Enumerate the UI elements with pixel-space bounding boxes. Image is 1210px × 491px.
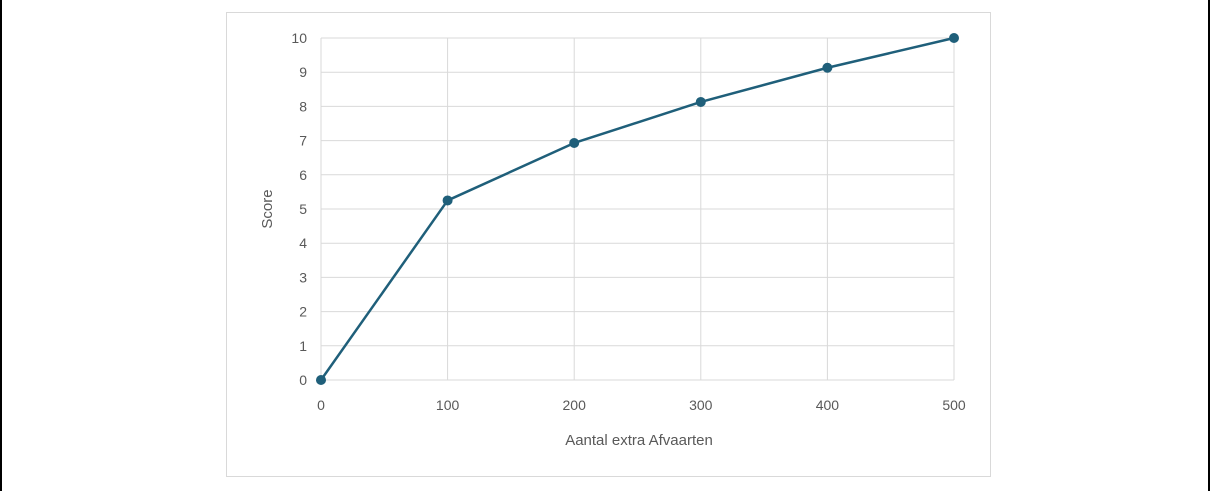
x-tick-label: 400 [816,397,840,413]
y-tick-label: 4 [299,235,307,251]
y-tick-labels: 0 1 2 3 4 5 6 7 8 9 10 [291,30,307,388]
y-tick-label: 10 [291,30,307,46]
y-tick-label: 6 [299,167,307,183]
y-tick-label: 5 [299,201,307,217]
x-axis-title: Aantal extra Afvaarten [565,432,713,449]
y-axis-title: Score [259,189,276,228]
y-tick-label: 8 [299,98,307,114]
data-point [822,62,833,73]
y-tick-label: 1 [299,338,307,354]
x-tick-labels: 0 100 200 300 400 500 [317,397,966,413]
x-tick-label: 200 [563,397,587,413]
data-point [316,375,326,385]
data-point [569,137,580,148]
x-tick-label: 300 [689,397,713,413]
x-tick-label: 500 [942,397,966,413]
x-tick-label: 100 [436,397,460,413]
grid-lines [320,37,955,381]
data-point [695,96,706,107]
y-tick-label: 3 [299,269,307,285]
series-group [316,33,959,385]
y-tick-label: 9 [299,64,307,80]
data-point [949,33,959,43]
y-tick-label: 7 [299,133,307,149]
line-chart: 0 1 2 3 4 5 6 7 8 9 10 0 100 200 300 400 500 Aantal ext… [259,30,966,449]
x-tick-label: 0 [317,397,325,413]
series-line [319,36,956,382]
y-tick-label: 0 [299,372,307,388]
chart-container: 0 1 2 3 4 5 6 7 8 9 10 0 100 200 300 400 500 Aantal ext… [226,12,991,477]
data-point [442,195,453,206]
y-tick-label: 2 [299,304,307,320]
